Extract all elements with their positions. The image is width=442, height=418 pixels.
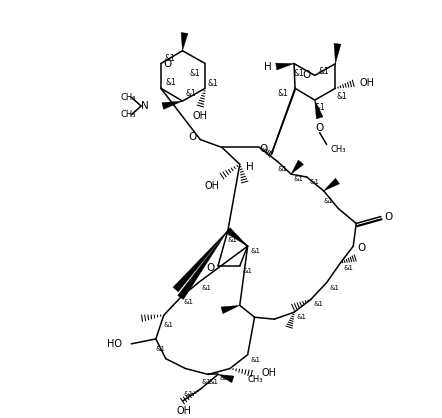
Polygon shape (324, 178, 339, 191)
Text: O: O (206, 263, 214, 273)
Polygon shape (218, 375, 234, 382)
Text: &1: &1 (251, 357, 260, 363)
Text: &1: &1 (164, 322, 174, 328)
Text: &1: &1 (183, 299, 194, 306)
Text: &1: &1 (329, 285, 339, 291)
Text: &1: &1 (314, 301, 324, 307)
Text: &1: &1 (293, 69, 305, 78)
Text: O: O (303, 70, 311, 80)
Text: O: O (357, 243, 365, 253)
Text: &1: &1 (243, 268, 253, 274)
Text: &1: &1 (314, 104, 325, 112)
Text: HO: HO (107, 339, 122, 349)
Text: O: O (188, 132, 197, 142)
Text: &1: &1 (297, 314, 307, 320)
Polygon shape (315, 100, 323, 119)
Text: &1: &1 (201, 285, 211, 291)
Text: O: O (259, 145, 267, 154)
Polygon shape (334, 43, 341, 64)
Text: &1: &1 (294, 176, 304, 182)
Text: &1: &1 (156, 346, 166, 352)
Text: OH: OH (177, 406, 192, 416)
Text: OH: OH (262, 368, 277, 378)
Text: &1: &1 (208, 380, 218, 385)
Polygon shape (221, 306, 240, 314)
Text: OH: OH (193, 111, 208, 121)
Text: &1: &1 (190, 69, 201, 78)
Text: CH₃: CH₃ (121, 93, 136, 102)
Text: N: N (141, 101, 149, 111)
Text: OH: OH (205, 181, 220, 191)
Text: &1: &1 (277, 166, 287, 172)
Polygon shape (276, 63, 294, 70)
Text: &1: &1 (251, 248, 260, 254)
Text: &1: &1 (310, 179, 320, 185)
Polygon shape (178, 230, 228, 299)
Text: &1: &1 (165, 78, 176, 87)
Text: &1: &1 (324, 198, 334, 204)
Polygon shape (162, 101, 183, 110)
Text: &1: &1 (343, 265, 353, 271)
Text: &1: &1 (228, 237, 238, 243)
Text: O: O (316, 123, 324, 133)
Text: &1: &1 (201, 380, 211, 385)
Text: H: H (246, 162, 254, 172)
Text: CH₃: CH₃ (331, 145, 346, 154)
Text: &1: &1 (164, 54, 175, 63)
Polygon shape (181, 33, 188, 51)
Text: CH₃: CH₃ (248, 375, 263, 384)
Text: &1: &1 (220, 375, 230, 381)
Text: OH: OH (359, 78, 374, 88)
Text: &1: &1 (336, 92, 347, 101)
Polygon shape (173, 230, 228, 292)
Text: CH₃: CH₃ (121, 110, 136, 120)
Text: &1: &1 (183, 391, 194, 397)
Text: O: O (164, 59, 172, 69)
Text: &1: &1 (318, 67, 329, 76)
Text: &1: &1 (208, 79, 218, 88)
Polygon shape (226, 228, 248, 246)
Text: O: O (385, 212, 393, 222)
Text: H: H (264, 61, 272, 71)
Text: &1: &1 (185, 89, 196, 98)
Text: &1: &1 (278, 89, 289, 98)
Polygon shape (291, 160, 304, 174)
